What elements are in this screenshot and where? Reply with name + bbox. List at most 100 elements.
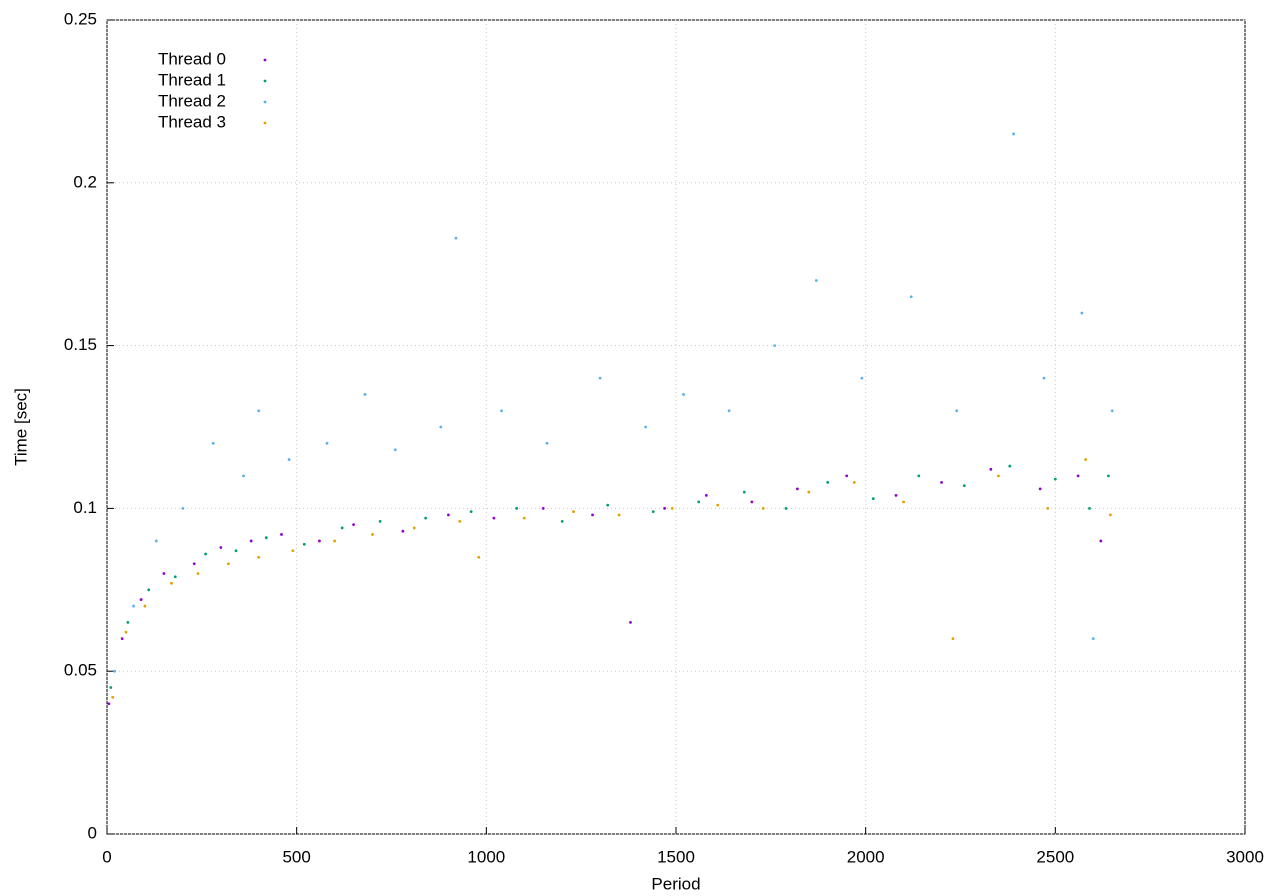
point — [401, 529, 405, 533]
y-tick-label: 0.15 — [64, 335, 97, 354]
x-tick-label: 500 — [282, 847, 310, 866]
point — [120, 637, 124, 641]
point — [1076, 474, 1080, 478]
point — [716, 503, 720, 507]
y-tick-label: 0.2 — [73, 172, 97, 191]
point — [492, 516, 496, 520]
point — [617, 513, 621, 517]
point — [363, 393, 367, 396]
point — [606, 503, 610, 507]
point — [852, 480, 856, 484]
point — [181, 507, 185, 510]
point — [458, 520, 462, 523]
x-tick-label: 2500 — [1036, 847, 1074, 866]
x-axis-label: Period — [651, 874, 700, 893]
point — [280, 533, 283, 536]
point — [196, 572, 200, 575]
point — [940, 480, 943, 484]
point — [264, 536, 268, 540]
point — [500, 409, 503, 413]
point — [192, 562, 196, 566]
y-tick-label: 0.1 — [73, 498, 97, 517]
point — [132, 604, 135, 608]
point — [750, 500, 754, 504]
y-tick-label: 0.25 — [64, 9, 97, 28]
point — [143, 604, 147, 608]
point — [951, 637, 955, 641]
legend-label: Thread 1 — [158, 70, 226, 89]
legend-label: Thread 3 — [158, 112, 226, 131]
point — [113, 669, 116, 673]
point — [111, 695, 115, 699]
point — [1008, 464, 1012, 468]
point — [234, 549, 238, 553]
point — [170, 581, 173, 585]
point — [1108, 513, 1112, 517]
point — [107, 702, 111, 706]
x-tick-label: 3000 — [1226, 847, 1264, 866]
point — [447, 513, 450, 517]
point — [226, 562, 230, 566]
point — [249, 539, 253, 543]
point — [663, 507, 667, 510]
point — [242, 474, 245, 478]
point — [1046, 507, 1050, 510]
point — [807, 490, 811, 494]
point — [515, 507, 519, 510]
point — [318, 539, 321, 543]
point — [989, 467, 993, 471]
x-tick-label: 1500 — [657, 847, 695, 866]
point — [454, 236, 458, 240]
point — [378, 520, 382, 523]
point — [917, 474, 921, 478]
point — [154, 539, 158, 543]
point — [727, 409, 731, 413]
point — [393, 448, 397, 452]
point — [909, 295, 913, 299]
point — [860, 376, 864, 380]
point — [1099, 539, 1103, 543]
point — [845, 474, 849, 478]
point — [287, 458, 291, 461]
point — [1053, 477, 1057, 481]
point — [522, 516, 526, 520]
point — [1080, 311, 1084, 315]
y-tick-label: 0.05 — [64, 661, 97, 680]
point — [795, 487, 799, 491]
point — [784, 507, 788, 510]
point — [697, 500, 701, 504]
point — [955, 409, 959, 413]
point — [1012, 132, 1016, 136]
y-tick-label: 0 — [88, 823, 97, 842]
point — [439, 425, 443, 429]
point — [572, 510, 575, 514]
point — [325, 441, 329, 445]
point — [1110, 409, 1114, 413]
point — [371, 533, 374, 536]
point — [997, 474, 1000, 478]
point — [1107, 474, 1110, 478]
point — [871, 497, 875, 501]
point — [126, 620, 130, 624]
point — [814, 279, 818, 282]
point — [469, 510, 473, 514]
point — [173, 575, 177, 579]
point — [541, 507, 545, 510]
point — [162, 572, 166, 575]
point — [682, 393, 685, 396]
point — [670, 507, 674, 510]
point — [629, 620, 632, 624]
point — [773, 344, 777, 347]
point — [291, 549, 295, 553]
point — [742, 490, 746, 494]
point — [124, 630, 128, 634]
point — [204, 552, 208, 556]
legend-swatch — [263, 100, 267, 104]
point — [302, 542, 306, 546]
point — [591, 513, 594, 517]
legend-label: Thread 0 — [158, 49, 226, 68]
x-tick-label: 1000 — [467, 847, 505, 866]
plot-frame — [106, 19, 1246, 835]
legend-swatch — [263, 58, 267, 62]
